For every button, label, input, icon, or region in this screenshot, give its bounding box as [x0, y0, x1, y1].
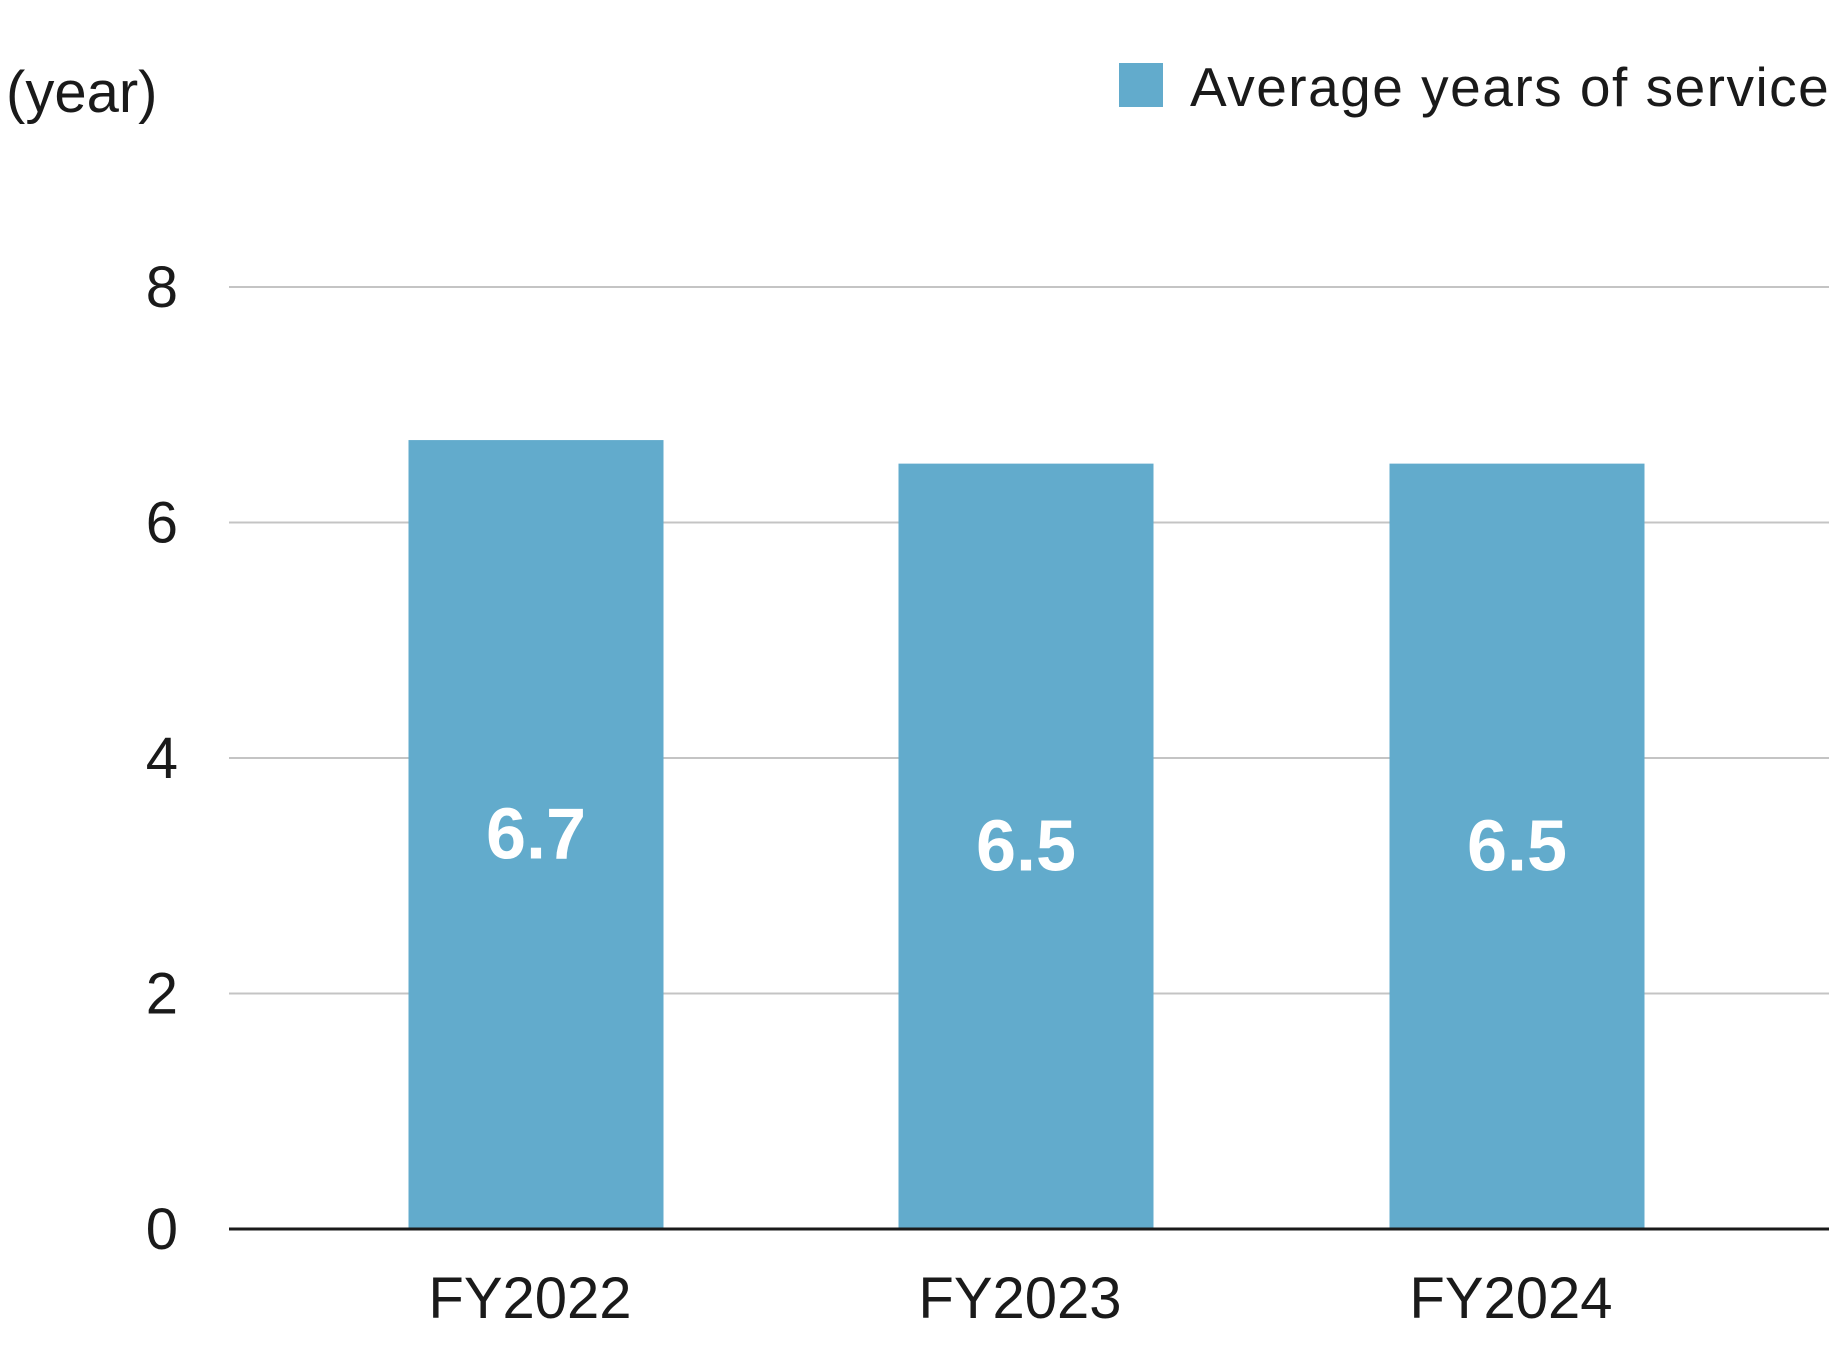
y-tick-labels: 0 2 4 6 8 — [146, 255, 178, 1262]
x-tick-labels: FY2022 FY2023 FY2024 — [428, 1266, 1612, 1331]
y-tick-label-6: 6 — [146, 491, 178, 556]
data-labels: 6.7 6.5 6.5 — [486, 795, 1567, 887]
bar-fy2022 — [408, 440, 664, 1229]
bars — [408, 440, 1645, 1229]
x-tick-label-fy2023: FY2023 — [918, 1266, 1121, 1331]
y-tick-label-8: 8 — [146, 255, 178, 320]
data-label-fy2022: 6.7 — [486, 795, 586, 875]
y-tick-label-4: 4 — [146, 726, 178, 791]
data-label-fy2023: 6.5 — [976, 806, 1076, 886]
bar-fy2023 — [898, 463, 1154, 1229]
y-axis-unit-label: (year) — [6, 60, 157, 125]
legend-swatch — [1119, 63, 1163, 107]
x-tick-label-fy2024: FY2024 — [1409, 1266, 1612, 1331]
bar-fy2024 — [1389, 463, 1645, 1229]
y-tick-label-0: 0 — [146, 1197, 178, 1262]
y-tick-label-2: 2 — [146, 962, 178, 1027]
legend: Average years of service — [1119, 56, 1829, 118]
legend-label: Average years of service — [1190, 56, 1829, 118]
data-label-fy2024: 6.5 — [1467, 806, 1567, 886]
x-tick-label-fy2022: FY2022 — [428, 1266, 631, 1331]
